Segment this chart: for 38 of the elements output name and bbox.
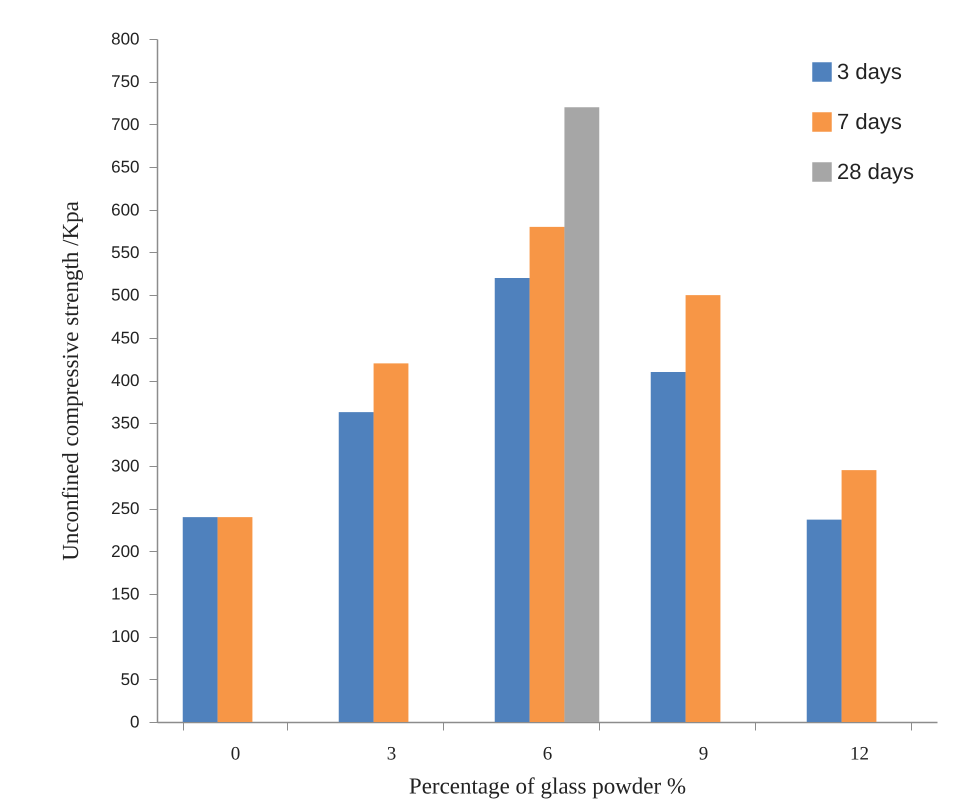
y-tick-label: 200 [111,542,140,561]
y-tick-label: 700 [111,114,140,134]
legend-label: 7 days [837,109,902,134]
bar [650,372,686,722]
y-tick-label: 600 [111,200,140,220]
y-tick-label: 100 [111,627,140,646]
bar [530,226,564,722]
legend-label: 3 days [837,59,902,84]
y-axis-title: Unconfined compressive strength /Kpa [58,201,84,561]
x-tick-label: 9 [698,744,708,764]
y-tick-label: 800 [111,30,140,48]
bar [564,107,600,722]
y-tick-label: 300 [111,456,140,476]
y-tick-label: 450 [111,328,140,348]
bar [182,517,218,722]
x-tick-label: 0 [230,744,240,764]
y-tick-label: 50 [120,670,140,689]
bar [338,412,374,722]
bar [686,295,720,722]
x-tick-label: 3 [386,744,396,764]
y-tick-label: 750 [111,72,140,92]
legend-label: 28 days [837,159,914,184]
bar [218,517,252,722]
y-tick-label: 150 [111,584,140,604]
y-tick-label: 650 [111,158,140,177]
bar [842,470,876,722]
x-axis-title: Percentage of glass powder % [408,774,686,798]
bar [374,363,408,722]
y-tick-label: 500 [111,286,140,305]
bar [806,520,842,722]
y-tick-label: 250 [111,499,140,518]
x-tick-label: 12 [850,744,869,764]
bar [494,278,530,722]
y-tick-label: 550 [111,242,140,262]
y-tick-label: 350 [111,414,140,433]
y-tick-label: 400 [111,371,140,390]
y-tick-label: 0 [130,712,140,732]
x-tick-label: 6 [542,744,552,764]
